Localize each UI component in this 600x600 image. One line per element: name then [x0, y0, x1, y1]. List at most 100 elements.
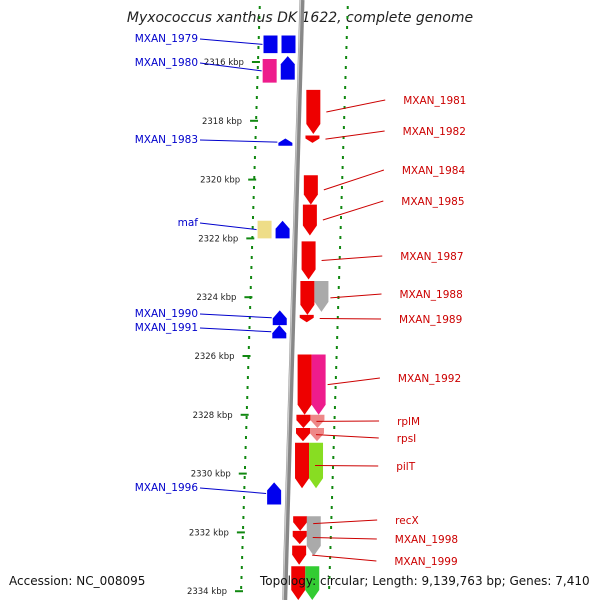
gene-label-MXAN_1996: MXAN_1996: [135, 482, 199, 494]
guide-dot: [331, 476, 334, 479]
gene-MXAN_1989: [299, 314, 314, 323]
gene-label-MXAN_1985: MXAN_1985: [401, 196, 464, 208]
guide-dot: [340, 186, 343, 189]
gene-MXAN_1999: [292, 545, 307, 565]
gene-MXAN_1981: [306, 89, 321, 135]
guide-dot: [242, 506, 245, 509]
accession-label: Accession: NC_008095: [9, 574, 146, 588]
genome-backbone: [282, 0, 305, 600]
gene-label-MXAN_1992: MXAN_1992: [398, 373, 461, 385]
scale-tick-label: 2318 kbp: [202, 117, 242, 127]
label-leader: [313, 519, 378, 525]
guide-dot: [336, 316, 339, 319]
guide-dot: [341, 156, 344, 159]
guide-dot: [332, 436, 335, 439]
guide-dot: [334, 386, 337, 389]
gene-label-MXAN_1984: MXAN_1984: [402, 165, 466, 177]
gene-label-MXAN_1983: MXAN_1983: [135, 134, 198, 146]
guide-dot: [243, 496, 246, 499]
label-leader: [327, 377, 380, 386]
guide-dot: [329, 546, 332, 549]
guide-dot: [242, 516, 245, 519]
label-leader: [322, 200, 384, 221]
gene-label-MXAN_1991: MXAN_1991: [135, 322, 198, 334]
gene-label-rplM: rplM: [397, 416, 420, 428]
gene-label-MXAN_1998: MXAN_1998: [395, 534, 458, 546]
guide-dot: [252, 216, 255, 219]
gene-MXAN_1996: [267, 482, 282, 505]
guide-dot: [328, 586, 331, 589]
guide-dot: [254, 146, 257, 149]
label-leader: [199, 38, 263, 45]
guide-dot: [241, 546, 244, 549]
guide-dot: [244, 456, 247, 459]
guide-dot: [251, 226, 254, 229]
guide-dot: [246, 386, 249, 389]
guide-dot: [335, 346, 338, 349]
guide-dot: [240, 566, 243, 569]
label-leader: [199, 139, 278, 143]
guide-dot: [339, 246, 342, 249]
gene-MXAN_1980: [262, 59, 277, 83]
gene-MXAN_1991: [272, 325, 287, 339]
guide-dot: [340, 206, 343, 209]
guide-dot: [253, 166, 256, 169]
guide-dot: [339, 226, 342, 229]
guide-dot: [250, 256, 253, 259]
guide-dot: [257, 56, 260, 59]
guide-dot: [258, 6, 261, 9]
guide-dot: [334, 396, 337, 399]
guide-dot: [253, 176, 256, 179]
guide-dot: [248, 326, 251, 329]
guide-dot: [338, 266, 341, 269]
topology-label: Topology: circular; Length: 9,139,763 bp…: [260, 574, 590, 588]
gene-label-MXAN_1990: MXAN_1990: [135, 308, 198, 320]
gene-MXAN_1988: [300, 281, 315, 315]
gene-MXAN_1984: [303, 175, 318, 205]
guide-dot: [328, 566, 331, 569]
label-leader: [330, 293, 382, 299]
guide-dot: [254, 126, 257, 129]
gene-label-MXAN_1988: MXAN_1988: [400, 289, 463, 301]
guide-dot: [247, 356, 250, 359]
guide-dot: [250, 276, 253, 279]
label-leader: [323, 169, 385, 191]
guide-dot: [245, 426, 248, 429]
gene-MXAN_1998: [292, 530, 307, 545]
guide-dot: [244, 446, 247, 449]
guide-dot: [343, 116, 346, 119]
guide-dot: [334, 376, 337, 379]
gene-label-MXAN_1999: MXAN_1999: [394, 556, 457, 568]
gene-MXAN_1985: [302, 204, 317, 236]
guide-dot: [343, 96, 346, 99]
guide-dot: [257, 36, 260, 39]
scale-tick-label: 2324 kbp: [196, 293, 236, 303]
guide-dot: [346, 6, 349, 9]
scale-tick-label: 2322 kbp: [198, 234, 238, 244]
guide-dot: [333, 426, 336, 429]
guide-dot: [342, 146, 345, 149]
gene-label-MXAN_1987: MXAN_1987: [400, 251, 463, 263]
guide-dot: [256, 86, 259, 89]
gene-feature: [306, 516, 321, 556]
guide-dot: [344, 66, 347, 69]
guide-dot: [242, 526, 245, 529]
scale-tick-label: 2330 kbp: [191, 470, 231, 480]
gene-feature: [311, 354, 326, 415]
guide-dot: [329, 556, 332, 559]
guide-dot: [246, 376, 249, 379]
scale-tick-label: 2334 kbp: [187, 587, 227, 597]
guide-dot: [246, 396, 249, 399]
guide-dot: [252, 206, 255, 209]
gene-label-MXAN_1982: MXAN_1982: [403, 126, 466, 138]
gene-label-MXAN_1979: MXAN_1979: [135, 33, 198, 45]
label-leader: [199, 62, 262, 72]
label-leader: [321, 255, 383, 261]
gene-feature: [280, 56, 295, 80]
guide-dot: [328, 576, 331, 579]
guide-dot: [335, 366, 338, 369]
gene-label-maf: maf: [178, 217, 199, 229]
guide-dot: [346, 16, 349, 19]
